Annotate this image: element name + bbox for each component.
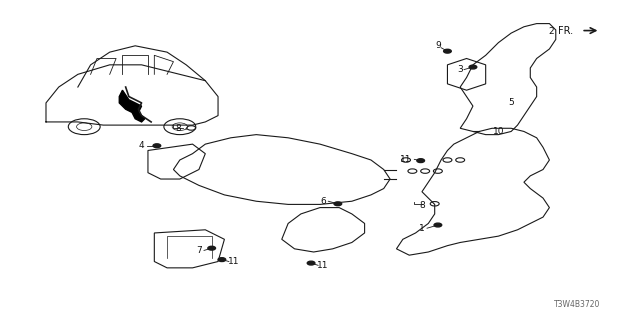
Circle shape	[153, 144, 161, 148]
Circle shape	[417, 159, 424, 163]
Circle shape	[307, 261, 315, 265]
Text: 11: 11	[317, 261, 329, 270]
Circle shape	[334, 202, 342, 206]
Circle shape	[208, 246, 216, 250]
Text: T3W4B3720: T3W4B3720	[554, 300, 600, 309]
Text: 8: 8	[419, 201, 425, 210]
Circle shape	[218, 258, 226, 261]
Text: 7: 7	[196, 246, 202, 255]
Text: 11: 11	[400, 155, 412, 164]
Text: 8: 8	[175, 124, 181, 133]
Text: 3: 3	[458, 65, 463, 74]
Circle shape	[469, 65, 477, 69]
Text: 1: 1	[419, 224, 425, 233]
Text: 10: 10	[493, 127, 504, 136]
Text: 5: 5	[508, 99, 514, 108]
Text: FR.: FR.	[558, 26, 573, 36]
Text: 2: 2	[548, 27, 554, 36]
Circle shape	[434, 223, 442, 227]
Text: 11: 11	[228, 257, 240, 266]
Circle shape	[444, 49, 451, 53]
Text: 9: 9	[435, 41, 441, 50]
Text: 4: 4	[139, 141, 145, 150]
Text: 6: 6	[320, 197, 326, 206]
Polygon shape	[119, 90, 145, 122]
